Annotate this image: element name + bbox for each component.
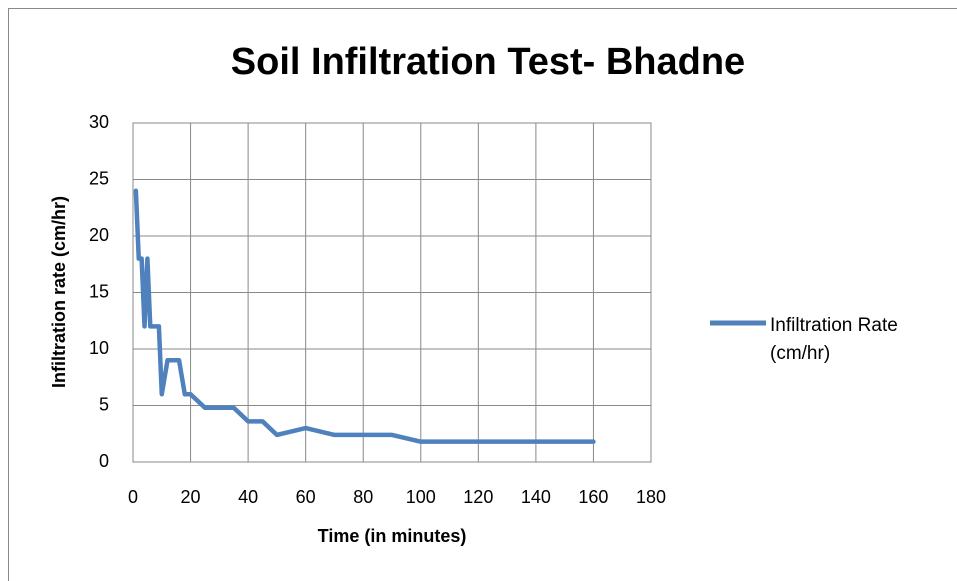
plot-area	[132, 122, 652, 463]
y-axis-label: Infiltration rate (cm/hr)	[49, 196, 69, 388]
legend-label: Infiltration Rate (cm/hr)	[770, 315, 898, 364]
y-tick-label: 30	[89, 112, 109, 132]
chart-title: Soil Infiltration Test- Bhadne	[231, 41, 745, 83]
x-tick-label: 0	[128, 487, 138, 507]
x-axis-label: Time (in minutes)	[318, 526, 467, 546]
y-tick-label: 25	[89, 168, 109, 188]
y-tick-label: 0	[99, 451, 109, 471]
y-tick-label: 5	[99, 394, 109, 414]
x-tick-label: 40	[238, 487, 258, 507]
x-tick-label: 80	[353, 487, 373, 507]
y-tick-label: 20	[89, 225, 109, 245]
x-tick-label: 120	[463, 487, 493, 507]
y-tick-label: 10	[89, 338, 109, 358]
x-tick-label: 60	[296, 487, 316, 507]
x-tick-label: 160	[578, 487, 608, 507]
data-line	[133, 188, 596, 444]
chart-border	[8, 8, 957, 581]
x-tick-label: 180	[636, 487, 666, 507]
x-tick-label: 20	[181, 487, 201, 507]
x-tick-label: 100	[406, 487, 436, 507]
x-tick-label: 140	[521, 487, 551, 507]
y-tick-label: 15	[89, 281, 109, 301]
